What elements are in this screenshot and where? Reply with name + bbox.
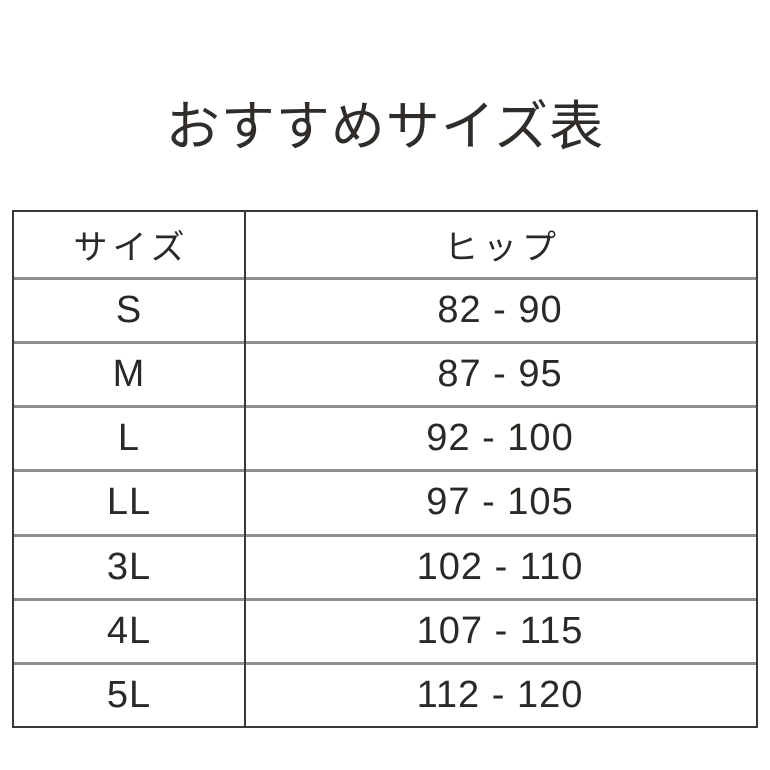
table-row-m: M 87 - 95 bbox=[14, 341, 756, 405]
table-row-s: S 82 - 90 bbox=[14, 277, 756, 341]
size-label: LL bbox=[106, 481, 152, 524]
column-divider-line bbox=[244, 212, 246, 726]
size-label: L bbox=[117, 417, 141, 460]
size-chart-table: サイズ ヒップ S 82 - 90 M 87 - 95 L 92 - 100 L… bbox=[12, 210, 758, 728]
table-row-5l: 5L 112 - 120 bbox=[14, 661, 756, 726]
size-label: M bbox=[112, 353, 146, 396]
hip-range: 92 - 100 bbox=[426, 417, 574, 460]
size-label: 3L bbox=[106, 545, 152, 588]
table-header-row: サイズ ヒップ bbox=[14, 212, 756, 277]
size-label: S bbox=[115, 289, 143, 332]
page-title: おすすめサイズ表 bbox=[165, 97, 605, 157]
table-row-3l: 3L 102 - 110 bbox=[14, 533, 756, 598]
column-header-hip: ヒップ bbox=[444, 229, 561, 267]
hip-range: 82 - 90 bbox=[437, 289, 563, 332]
size-label: 5L bbox=[106, 673, 152, 716]
table-row-ll: LL 97 - 105 bbox=[14, 469, 756, 533]
hip-range: 112 - 120 bbox=[416, 673, 584, 716]
column-header-size: サイズ bbox=[73, 229, 190, 267]
table-row-l: L 92 - 100 bbox=[14, 405, 756, 469]
table-row-4l: 4L 107 - 115 bbox=[14, 597, 756, 662]
hip-range: 102 - 110 bbox=[416, 545, 584, 588]
size-label: 4L bbox=[106, 609, 152, 652]
hip-range: 97 - 105 bbox=[426, 481, 574, 524]
hip-range: 107 - 115 bbox=[416, 609, 584, 652]
hip-range: 87 - 95 bbox=[437, 353, 563, 396]
